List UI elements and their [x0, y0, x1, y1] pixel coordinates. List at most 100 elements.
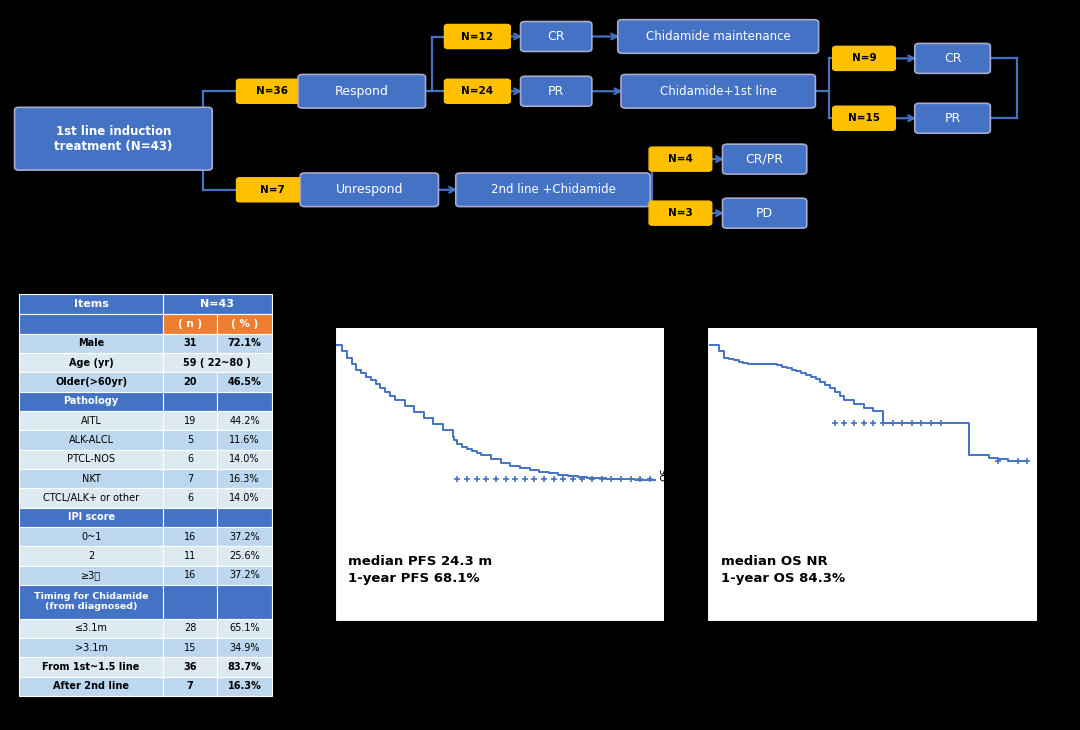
Text: ALK-ALCL: ALK-ALCL: [68, 435, 113, 445]
Bar: [19, 546, 163, 566]
Text: CR: CR: [944, 52, 961, 65]
Text: PD: PD: [756, 207, 773, 220]
Bar: [217, 619, 272, 638]
Text: 7: 7: [187, 474, 193, 484]
Text: 19: 19: [184, 415, 197, 426]
Bar: [163, 638, 217, 657]
Text: Timing for Chidamide
(from diagnosed): Timing for Chidamide (from diagnosed): [33, 592, 148, 612]
Bar: [19, 411, 163, 430]
Text: PR: PR: [944, 112, 961, 125]
FancyBboxPatch shape: [237, 177, 308, 202]
Text: CR: CR: [548, 30, 565, 43]
Text: 16.3%: 16.3%: [228, 681, 261, 691]
Text: 72.1%: 72.1%: [228, 339, 261, 348]
Text: 36: 36: [184, 662, 197, 672]
Text: 28: 28: [184, 623, 197, 634]
Text: 37.2%: 37.2%: [229, 531, 260, 542]
FancyBboxPatch shape: [833, 47, 895, 70]
Bar: [163, 507, 217, 527]
Bar: [217, 372, 272, 392]
Bar: [163, 450, 217, 469]
Bar: [217, 657, 272, 677]
Text: 0~1: 0~1: [81, 531, 102, 542]
Bar: [163, 294, 272, 315]
Bar: [19, 469, 163, 488]
Text: N=9: N=9: [852, 53, 876, 64]
Text: 5: 5: [187, 435, 193, 445]
Text: 34.9%: 34.9%: [229, 642, 260, 653]
Bar: [163, 619, 217, 638]
FancyBboxPatch shape: [618, 20, 819, 53]
Bar: [163, 430, 217, 450]
Bar: [217, 527, 272, 546]
Bar: [217, 392, 272, 411]
Bar: [19, 488, 163, 507]
Text: >3.1m: >3.1m: [75, 642, 108, 653]
Text: Male: Male: [78, 339, 105, 348]
Bar: [163, 657, 217, 677]
Text: Chidamide+1st line: Chidamide+1st line: [660, 85, 777, 98]
Text: N=3: N=3: [669, 208, 692, 218]
Text: 2nd line +Chidamide: 2nd line +Chidamide: [490, 183, 616, 196]
Text: N=4: N=4: [667, 154, 693, 164]
Text: 16: 16: [184, 531, 197, 542]
Bar: [217, 334, 272, 353]
Text: 31: 31: [184, 339, 197, 348]
FancyBboxPatch shape: [649, 201, 712, 225]
Text: 2: 2: [87, 551, 94, 561]
FancyBboxPatch shape: [521, 77, 592, 107]
Text: 25.6%: 25.6%: [229, 551, 260, 561]
Text: 7: 7: [187, 681, 193, 691]
FancyBboxPatch shape: [456, 173, 650, 207]
Text: 15: 15: [184, 642, 197, 653]
Text: AITL: AITL: [81, 415, 102, 426]
Text: 11.6%: 11.6%: [229, 435, 260, 445]
Text: 83.7%: 83.7%: [228, 662, 261, 672]
Text: Items: Items: [73, 299, 109, 310]
FancyBboxPatch shape: [15, 107, 212, 170]
Text: median PFS 24.3 m
1-year PFS 68.1%: median PFS 24.3 m 1-year PFS 68.1%: [348, 556, 492, 585]
Text: 65.1%: 65.1%: [229, 623, 260, 634]
Y-axis label: OS
（%）: OS （%）: [661, 464, 683, 485]
Title: Total  N=43: Total N=43: [465, 312, 534, 325]
FancyBboxPatch shape: [915, 44, 990, 74]
Bar: [217, 546, 272, 566]
Text: NKT: NKT: [82, 474, 100, 484]
Bar: [217, 411, 272, 430]
Bar: [217, 469, 272, 488]
Title: Total  N=43: Total N=43: [838, 312, 906, 325]
Bar: [19, 566, 163, 585]
Text: 59 ( 22~80 ): 59 ( 22~80 ): [184, 358, 252, 368]
Text: N=7: N=7: [259, 185, 285, 195]
Text: From 1st~1.5 line: From 1st~1.5 line: [42, 662, 139, 672]
Bar: [163, 334, 217, 353]
FancyBboxPatch shape: [915, 103, 990, 133]
Text: Older(>60yr): Older(>60yr): [55, 377, 127, 387]
FancyBboxPatch shape: [649, 147, 712, 171]
Bar: [19, 677, 163, 696]
Text: 11: 11: [184, 551, 197, 561]
Bar: [217, 315, 272, 334]
Bar: [19, 527, 163, 546]
Text: N=15: N=15: [848, 113, 880, 123]
Bar: [19, 507, 163, 527]
Text: N=36: N=36: [256, 86, 288, 96]
Bar: [163, 527, 217, 546]
Bar: [19, 657, 163, 677]
X-axis label: PFS (month): PFS (month): [465, 656, 534, 666]
Bar: [19, 450, 163, 469]
FancyBboxPatch shape: [723, 144, 807, 174]
Text: 46.5%: 46.5%: [228, 377, 261, 387]
Bar: [163, 585, 217, 619]
FancyBboxPatch shape: [521, 22, 592, 51]
Text: CTCL/ALK+ or other: CTCL/ALK+ or other: [43, 493, 139, 503]
Text: 1st line induction
treatment (N=43): 1st line induction treatment (N=43): [54, 125, 173, 153]
Text: PR: PR: [548, 85, 565, 98]
Bar: [19, 619, 163, 638]
FancyBboxPatch shape: [444, 79, 510, 103]
Bar: [217, 677, 272, 696]
Text: 37.2%: 37.2%: [229, 570, 260, 580]
Bar: [217, 638, 272, 657]
Text: ( % ): ( % ): [231, 319, 258, 329]
Text: PTCL-NOS: PTCL-NOS: [67, 454, 116, 464]
